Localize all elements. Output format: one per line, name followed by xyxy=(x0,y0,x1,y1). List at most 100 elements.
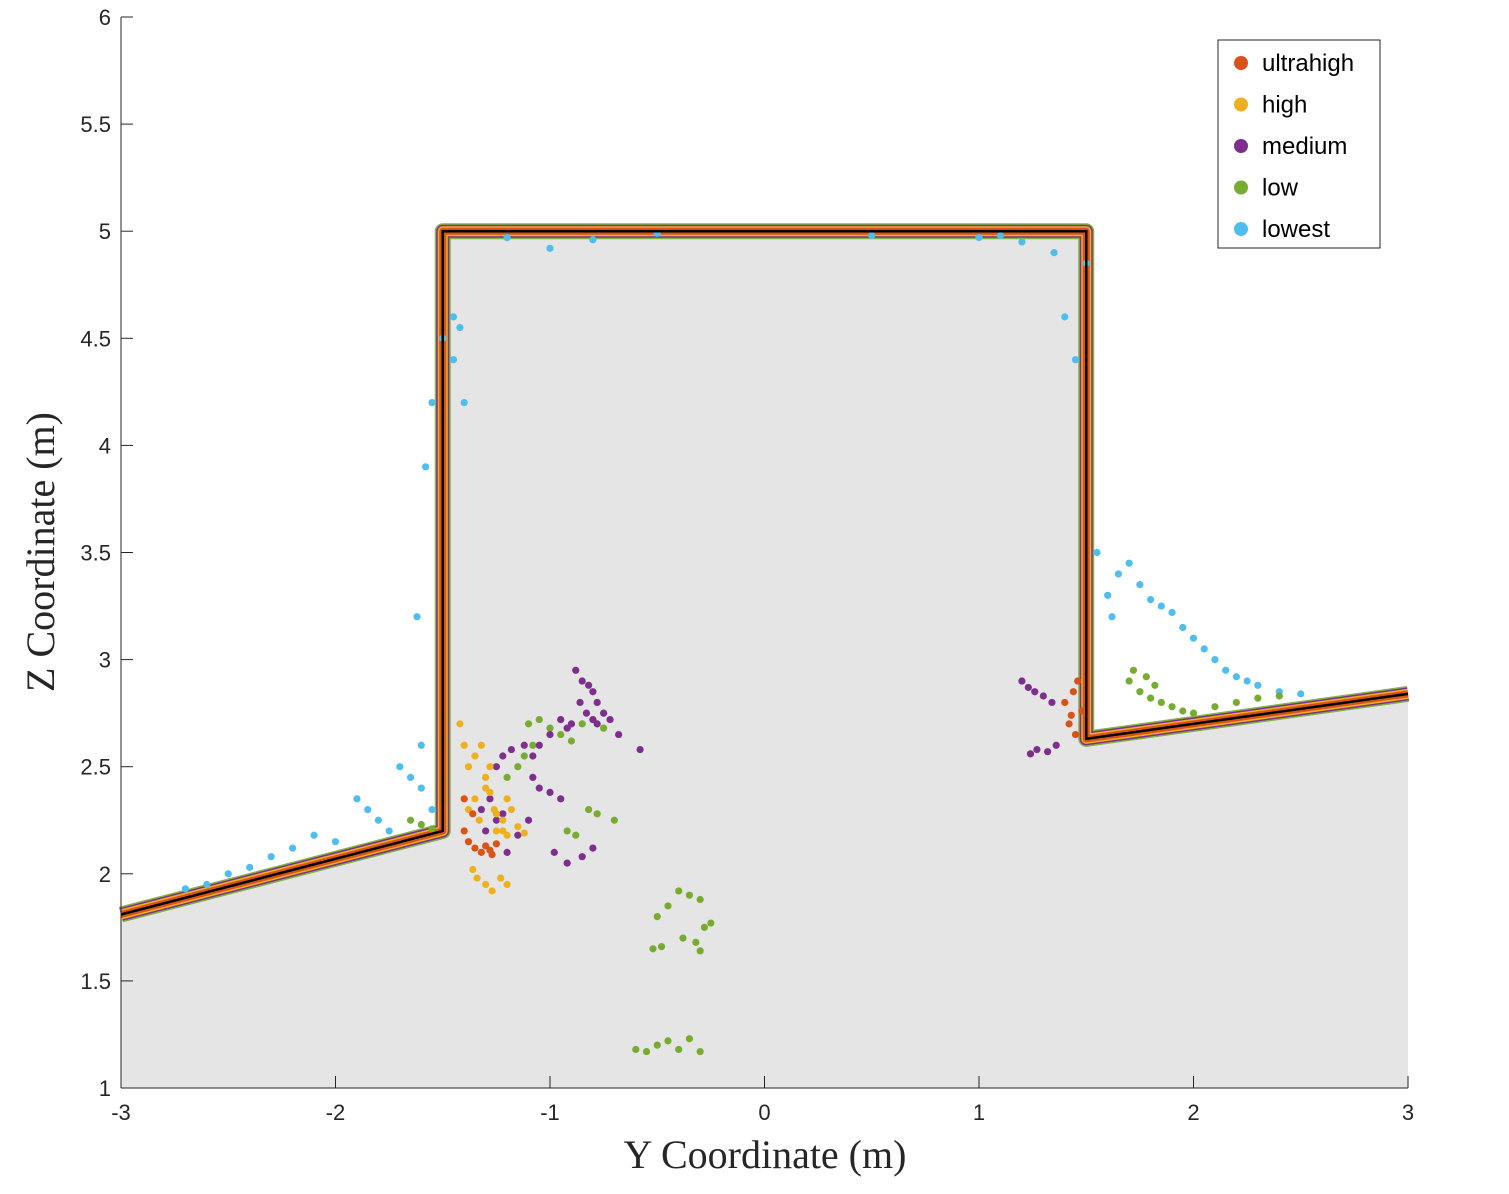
point-medium xyxy=(557,795,565,803)
point-low xyxy=(1157,698,1165,707)
point-medium xyxy=(572,666,580,674)
y-tick-label: 4.5 xyxy=(80,326,111,351)
y-tick-label: 2.5 xyxy=(80,755,111,780)
point-lowest xyxy=(546,244,554,252)
legend-marker xyxy=(1234,97,1248,112)
legend-entry-medium: medium xyxy=(1234,133,1347,160)
point-low xyxy=(563,827,571,835)
point-lowest xyxy=(353,795,361,803)
point-lowest xyxy=(421,463,430,471)
scatter-points xyxy=(181,229,1305,1056)
x-tick-label: -3 xyxy=(111,1100,131,1125)
point-medium xyxy=(492,816,500,824)
point-medium xyxy=(492,763,500,771)
point-ultrahigh xyxy=(1071,730,1080,739)
point-low xyxy=(1136,688,1144,696)
point-lowest xyxy=(589,236,597,244)
point-lowest xyxy=(1104,591,1112,599)
point-lowest xyxy=(181,885,189,893)
point-medium xyxy=(606,715,614,724)
point-lowest xyxy=(1093,548,1101,557)
x-axis-label: Y Coordinate (m) xyxy=(624,1132,907,1177)
legend-entry-low: low xyxy=(1234,175,1299,202)
x-tick-label: 3 xyxy=(1402,1100,1414,1125)
point-lowest xyxy=(385,827,393,835)
point-high xyxy=(499,816,507,824)
point-low xyxy=(1151,681,1159,689)
point-medium xyxy=(589,688,597,696)
legend-marker xyxy=(1234,222,1248,236)
point-low xyxy=(1275,692,1283,700)
point-low xyxy=(696,1047,704,1056)
point-lowest xyxy=(1108,613,1116,621)
legend-label: ultrahigh xyxy=(1262,50,1354,77)
point-ultrahigh xyxy=(460,827,468,835)
point-lowest xyxy=(1061,313,1069,321)
series-ultrahigh xyxy=(460,677,1086,859)
y-tick-labels: 1 1.5 2 2.5 3 3.5 4 4.5 5 5.5 6 xyxy=(80,5,111,1101)
point-medium xyxy=(546,730,554,739)
y-tick-label: 3 xyxy=(99,648,111,673)
point-high xyxy=(507,805,515,814)
legend-box xyxy=(1217,39,1381,249)
x-tick-label: -1 xyxy=(540,1100,560,1125)
point-medium xyxy=(535,784,543,792)
point-lowest xyxy=(428,805,436,814)
point-lowest xyxy=(267,853,275,861)
legend-entry-high: high xyxy=(1234,92,1307,119)
point-medium xyxy=(636,745,644,754)
point-low xyxy=(1232,698,1240,707)
y-tick-label: 5.5 xyxy=(80,112,111,137)
point-medium xyxy=(514,831,522,839)
point-low xyxy=(707,919,715,927)
series-lowest xyxy=(181,229,1305,893)
point-lowest xyxy=(456,323,464,332)
point-lowest xyxy=(996,231,1005,240)
point-lowest xyxy=(975,234,983,242)
point-low xyxy=(649,945,657,953)
point-high xyxy=(492,810,500,818)
point-low xyxy=(514,763,522,771)
x-tick-label: 0 xyxy=(758,1100,770,1125)
point-high xyxy=(503,831,511,839)
x-tick-label: 2 xyxy=(1187,1100,1199,1125)
x-tick-label: -2 xyxy=(326,1100,346,1125)
point-low xyxy=(700,923,709,931)
point-high xyxy=(456,720,464,728)
point-high xyxy=(486,763,494,771)
y-tick-label: 5 xyxy=(99,219,111,244)
point-low xyxy=(1254,694,1262,702)
point-low xyxy=(1129,666,1138,674)
point-low xyxy=(406,816,415,824)
point-medium xyxy=(499,752,507,760)
point-lowest xyxy=(449,313,458,321)
point-lowest xyxy=(1254,681,1262,689)
point-high xyxy=(460,741,468,749)
point-lowest xyxy=(1297,690,1305,698)
point-medium xyxy=(529,773,537,782)
legend-marker xyxy=(1234,139,1248,153)
point-lowest xyxy=(868,231,876,240)
point-low xyxy=(675,887,683,895)
legend-label: lowest xyxy=(1262,216,1330,243)
point-low xyxy=(428,825,436,833)
point-medium xyxy=(535,741,543,749)
point-lowest xyxy=(1222,666,1230,674)
point-medium xyxy=(1026,750,1035,758)
point-high xyxy=(473,874,481,882)
point-medium xyxy=(1033,745,1041,754)
point-ultrahigh xyxy=(1069,688,1077,696)
point-lowest xyxy=(1232,673,1240,681)
point-medium xyxy=(1018,677,1026,685)
point-medium xyxy=(585,681,593,689)
point-ultrahigh xyxy=(492,840,500,848)
point-medium xyxy=(578,853,586,861)
point-low xyxy=(1211,703,1219,711)
y-tick-label: 2 xyxy=(99,862,111,887)
point-medium xyxy=(576,698,584,707)
point-low xyxy=(664,1037,672,1045)
legend-entry-ultrahigh: ultrahigh xyxy=(1234,50,1354,77)
point-medium xyxy=(563,859,571,867)
point-lowest xyxy=(396,763,404,771)
point-lowest xyxy=(503,234,511,242)
